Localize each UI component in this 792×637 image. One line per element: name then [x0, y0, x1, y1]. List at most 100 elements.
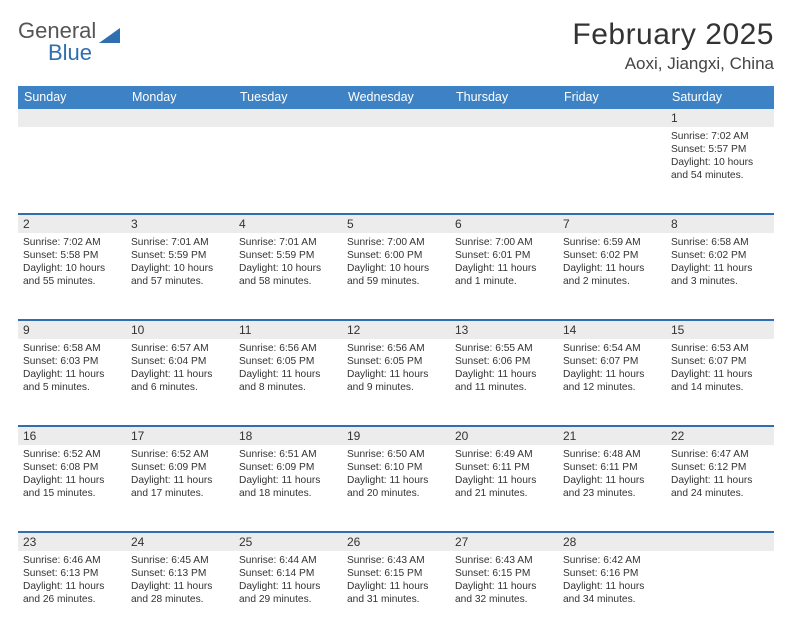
sunrise-value: 7:01 AM — [171, 237, 208, 248]
sunset-value: 6:09 PM — [168, 462, 206, 473]
daylight-line: Daylight: 11 hours and 20 minutes. — [347, 474, 445, 500]
weekday-monday: Monday — [126, 86, 234, 109]
daylight-line: Daylight: 11 hours and 24 minutes. — [671, 474, 769, 500]
sunset-value: 6:13 PM — [168, 568, 206, 579]
sunrise-value: 7:02 AM — [711, 131, 748, 142]
sunset-value: 5:57 PM — [708, 144, 746, 155]
day-number: 16 — [18, 427, 126, 445]
sunset-value: 6:06 PM — [492, 356, 530, 367]
day-cell: Sunrise: 6:59 AMSunset: 6:02 PMDaylight:… — [558, 233, 666, 319]
day-cell: Sunrise: 6:53 AMSunset: 6:07 PMDaylight:… — [666, 339, 774, 425]
day-number: 5 — [342, 215, 450, 233]
daylight-line: Daylight: 11 hours and 34 minutes. — [563, 580, 661, 606]
sunrise-value: 6:45 AM — [171, 555, 208, 566]
sunset-value: 6:15 PM — [492, 568, 530, 579]
daylight-line: Daylight: 11 hours and 29 minutes. — [239, 580, 337, 606]
day-number: 20 — [450, 427, 558, 445]
daylight-line: Daylight: 11 hours and 2 minutes. — [563, 262, 661, 288]
daylight-value: 11 hours and 6 minutes. — [131, 369, 212, 393]
sunset-value: 5:59 PM — [168, 250, 206, 261]
daylight-line: Daylight: 11 hours and 9 minutes. — [347, 368, 445, 394]
sunset-value: 6:04 PM — [168, 356, 206, 367]
sunset-value: 6:07 PM — [708, 356, 746, 367]
day-number: 8 — [666, 215, 774, 233]
day-cell — [450, 127, 558, 213]
daylight-line: Daylight: 11 hours and 28 minutes. — [131, 580, 229, 606]
day-number-row: 9101112131415 — [18, 321, 774, 339]
sunrise-line: Sunrise: 7:01 AM — [239, 236, 337, 249]
sunrise-value: 6:56 AM — [387, 343, 424, 354]
day-cell: Sunrise: 6:57 AMSunset: 6:04 PMDaylight:… — [126, 339, 234, 425]
day-cell: Sunrise: 6:43 AMSunset: 6:15 PMDaylight:… — [450, 551, 558, 637]
sunrise-line: Sunrise: 6:57 AM — [131, 342, 229, 355]
weekday-tuesday: Tuesday — [234, 86, 342, 109]
day-cell: Sunrise: 6:56 AMSunset: 6:05 PMDaylight:… — [234, 339, 342, 425]
sunset-value: 6:09 PM — [276, 462, 314, 473]
weekday-thursday: Thursday — [450, 86, 558, 109]
daylight-value: 11 hours and 29 minutes. — [239, 581, 320, 605]
day-cell: Sunrise: 7:01 AMSunset: 5:59 PMDaylight:… — [234, 233, 342, 319]
day-number: 25 — [234, 533, 342, 551]
day-cell — [558, 127, 666, 213]
sunrise-line: Sunrise: 6:44 AM — [239, 554, 337, 567]
sunrise-value: 6:49 AM — [495, 449, 532, 460]
sunrise-value: 6:46 AM — [63, 555, 100, 566]
sunrise-line: Sunrise: 6:48 AM — [563, 448, 661, 461]
sunset-value: 6:11 PM — [600, 462, 637, 473]
sunset-line: Sunset: 6:06 PM — [455, 355, 553, 368]
sunrise-line: Sunrise: 7:02 AM — [671, 130, 769, 143]
day-number: 17 — [126, 427, 234, 445]
sunset-line: Sunset: 6:10 PM — [347, 461, 445, 474]
header: General February 2025 Aoxi, Jiangxi, Chi… — [18, 18, 774, 74]
day-detail-row: Sunrise: 6:46 AMSunset: 6:13 PMDaylight:… — [18, 551, 774, 637]
sunrise-value: 7:02 AM — [63, 237, 100, 248]
sunset-line: Sunset: 6:04 PM — [131, 355, 229, 368]
sunset-line: Sunset: 5:59 PM — [239, 249, 337, 262]
day-number: 12 — [342, 321, 450, 339]
day-number: 18 — [234, 427, 342, 445]
sunrise-value: 6:56 AM — [279, 343, 316, 354]
sunset-line: Sunset: 6:16 PM — [563, 567, 661, 580]
sunrise-line: Sunrise: 6:54 AM — [563, 342, 661, 355]
sunrise-line: Sunrise: 6:50 AM — [347, 448, 445, 461]
daylight-value: 11 hours and 14 minutes. — [671, 369, 752, 393]
sunset-value: 5:58 PM — [60, 250, 98, 261]
daylight-line: Daylight: 11 hours and 15 minutes. — [23, 474, 121, 500]
daylight-value: 11 hours and 21 minutes. — [455, 475, 536, 499]
sunrise-value: 6:44 AM — [279, 555, 316, 566]
daylight-line: Daylight: 11 hours and 26 minutes. — [23, 580, 121, 606]
daylight-line: Daylight: 10 hours and 55 minutes. — [23, 262, 121, 288]
sunset-line: Sunset: 6:07 PM — [671, 355, 769, 368]
sunset-line: Sunset: 6:00 PM — [347, 249, 445, 262]
day-number: 24 — [126, 533, 234, 551]
day-number: 2 — [18, 215, 126, 233]
daylight-value: 11 hours and 32 minutes. — [455, 581, 536, 605]
day-cell — [342, 127, 450, 213]
sunrise-line: Sunrise: 6:52 AM — [131, 448, 229, 461]
sunrise-line: Sunrise: 7:01 AM — [131, 236, 229, 249]
logo-stack: General Blue — [18, 18, 121, 66]
sunset-line: Sunset: 6:05 PM — [239, 355, 337, 368]
title-block: February 2025 Aoxi, Jiangxi, China — [572, 18, 774, 74]
day-cell: Sunrise: 7:02 AMSunset: 5:58 PMDaylight:… — [18, 233, 126, 319]
day-number: 14 — [558, 321, 666, 339]
sunrise-value: 6:58 AM — [711, 237, 748, 248]
daylight-value: 11 hours and 8 minutes. — [239, 369, 320, 393]
location: Aoxi, Jiangxi, China — [572, 54, 774, 74]
day-detail-row: Sunrise: 6:52 AMSunset: 6:08 PMDaylight:… — [18, 445, 774, 531]
day-number: 1 — [666, 109, 774, 127]
daylight-value: 11 hours and 11 minutes. — [455, 369, 536, 393]
daylight-value: 10 hours and 55 minutes. — [23, 263, 105, 287]
sunset-value: 6:03 PM — [60, 356, 98, 367]
daylight-line: Daylight: 10 hours and 54 minutes. — [671, 156, 769, 182]
daylight-value: 11 hours and 12 minutes. — [563, 369, 644, 393]
sunrise-line: Sunrise: 6:59 AM — [563, 236, 661, 249]
day-cell — [126, 127, 234, 213]
daylight-line: Daylight: 11 hours and 1 minute. — [455, 262, 553, 288]
sunrise-line: Sunrise: 6:53 AM — [671, 342, 769, 355]
sunrise-line: Sunrise: 6:47 AM — [671, 448, 769, 461]
sunrise-value: 6:48 AM — [603, 449, 640, 460]
daylight-value: 10 hours and 59 minutes. — [347, 263, 429, 287]
day-number: 23 — [18, 533, 126, 551]
sunset-line: Sunset: 6:07 PM — [563, 355, 661, 368]
